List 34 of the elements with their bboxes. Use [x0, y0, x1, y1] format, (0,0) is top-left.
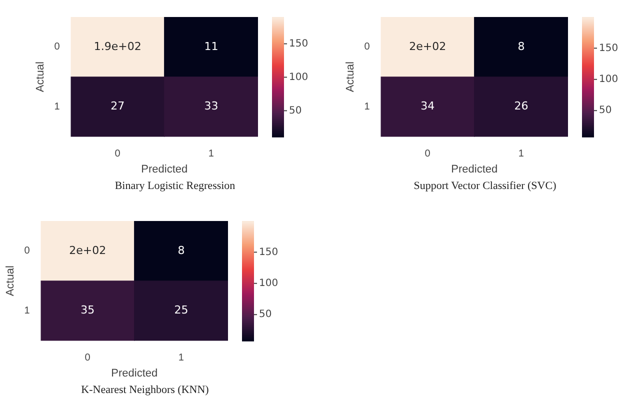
color-bar-label: 50 [259, 309, 272, 320]
color-bar-label: 50 [289, 105, 302, 116]
data-label: 26 [514, 100, 528, 113]
data-label: 33 [204, 100, 218, 113]
data-label: 1.9e+02 [94, 40, 142, 53]
x-tick-label: 0 [424, 148, 431, 160]
data-label: 8 [178, 244, 185, 257]
x-axis-title: Predicted [141, 163, 188, 176]
color-bar-label: 100 [289, 72, 308, 83]
data-label: 2e+02 [409, 40, 446, 53]
x-tick-label: 1 [208, 148, 214, 160]
data-label: 25 [174, 304, 188, 317]
x-axis-title: Predicted [111, 367, 158, 380]
text: K-Nearest Neighbors (KNN) [80, 384, 210, 396]
x-tick-label: 0 [114, 148, 121, 160]
color-bar-label: 50 [599, 105, 612, 116]
data-label: 2e+02 [69, 244, 106, 257]
y-axis-title: Actual [4, 266, 17, 296]
color-bar-label: 150 [599, 42, 618, 54]
x-axis-title: Predicted [451, 163, 498, 176]
color-bar-label: 100 [259, 278, 278, 289]
data-label: 34 [420, 100, 435, 113]
y-axis-title: Actual [344, 62, 357, 92]
data-label: 11 [204, 40, 218, 53]
data-label: 35 [80, 304, 95, 317]
data-label: 8 [518, 40, 525, 53]
text: Support Vector Classifier (SVC) [412, 180, 558, 192]
data-label: 27 [110, 100, 125, 113]
x-tick-label: 1 [518, 148, 524, 160]
color-bar-label: 100 [599, 74, 618, 85]
color-bar-label: 150 [259, 246, 278, 258]
y-axis-title: Actual [34, 62, 47, 92]
color-bar-label: 150 [289, 38, 308, 50]
text: Binary Logistic Regression [114, 180, 236, 192]
